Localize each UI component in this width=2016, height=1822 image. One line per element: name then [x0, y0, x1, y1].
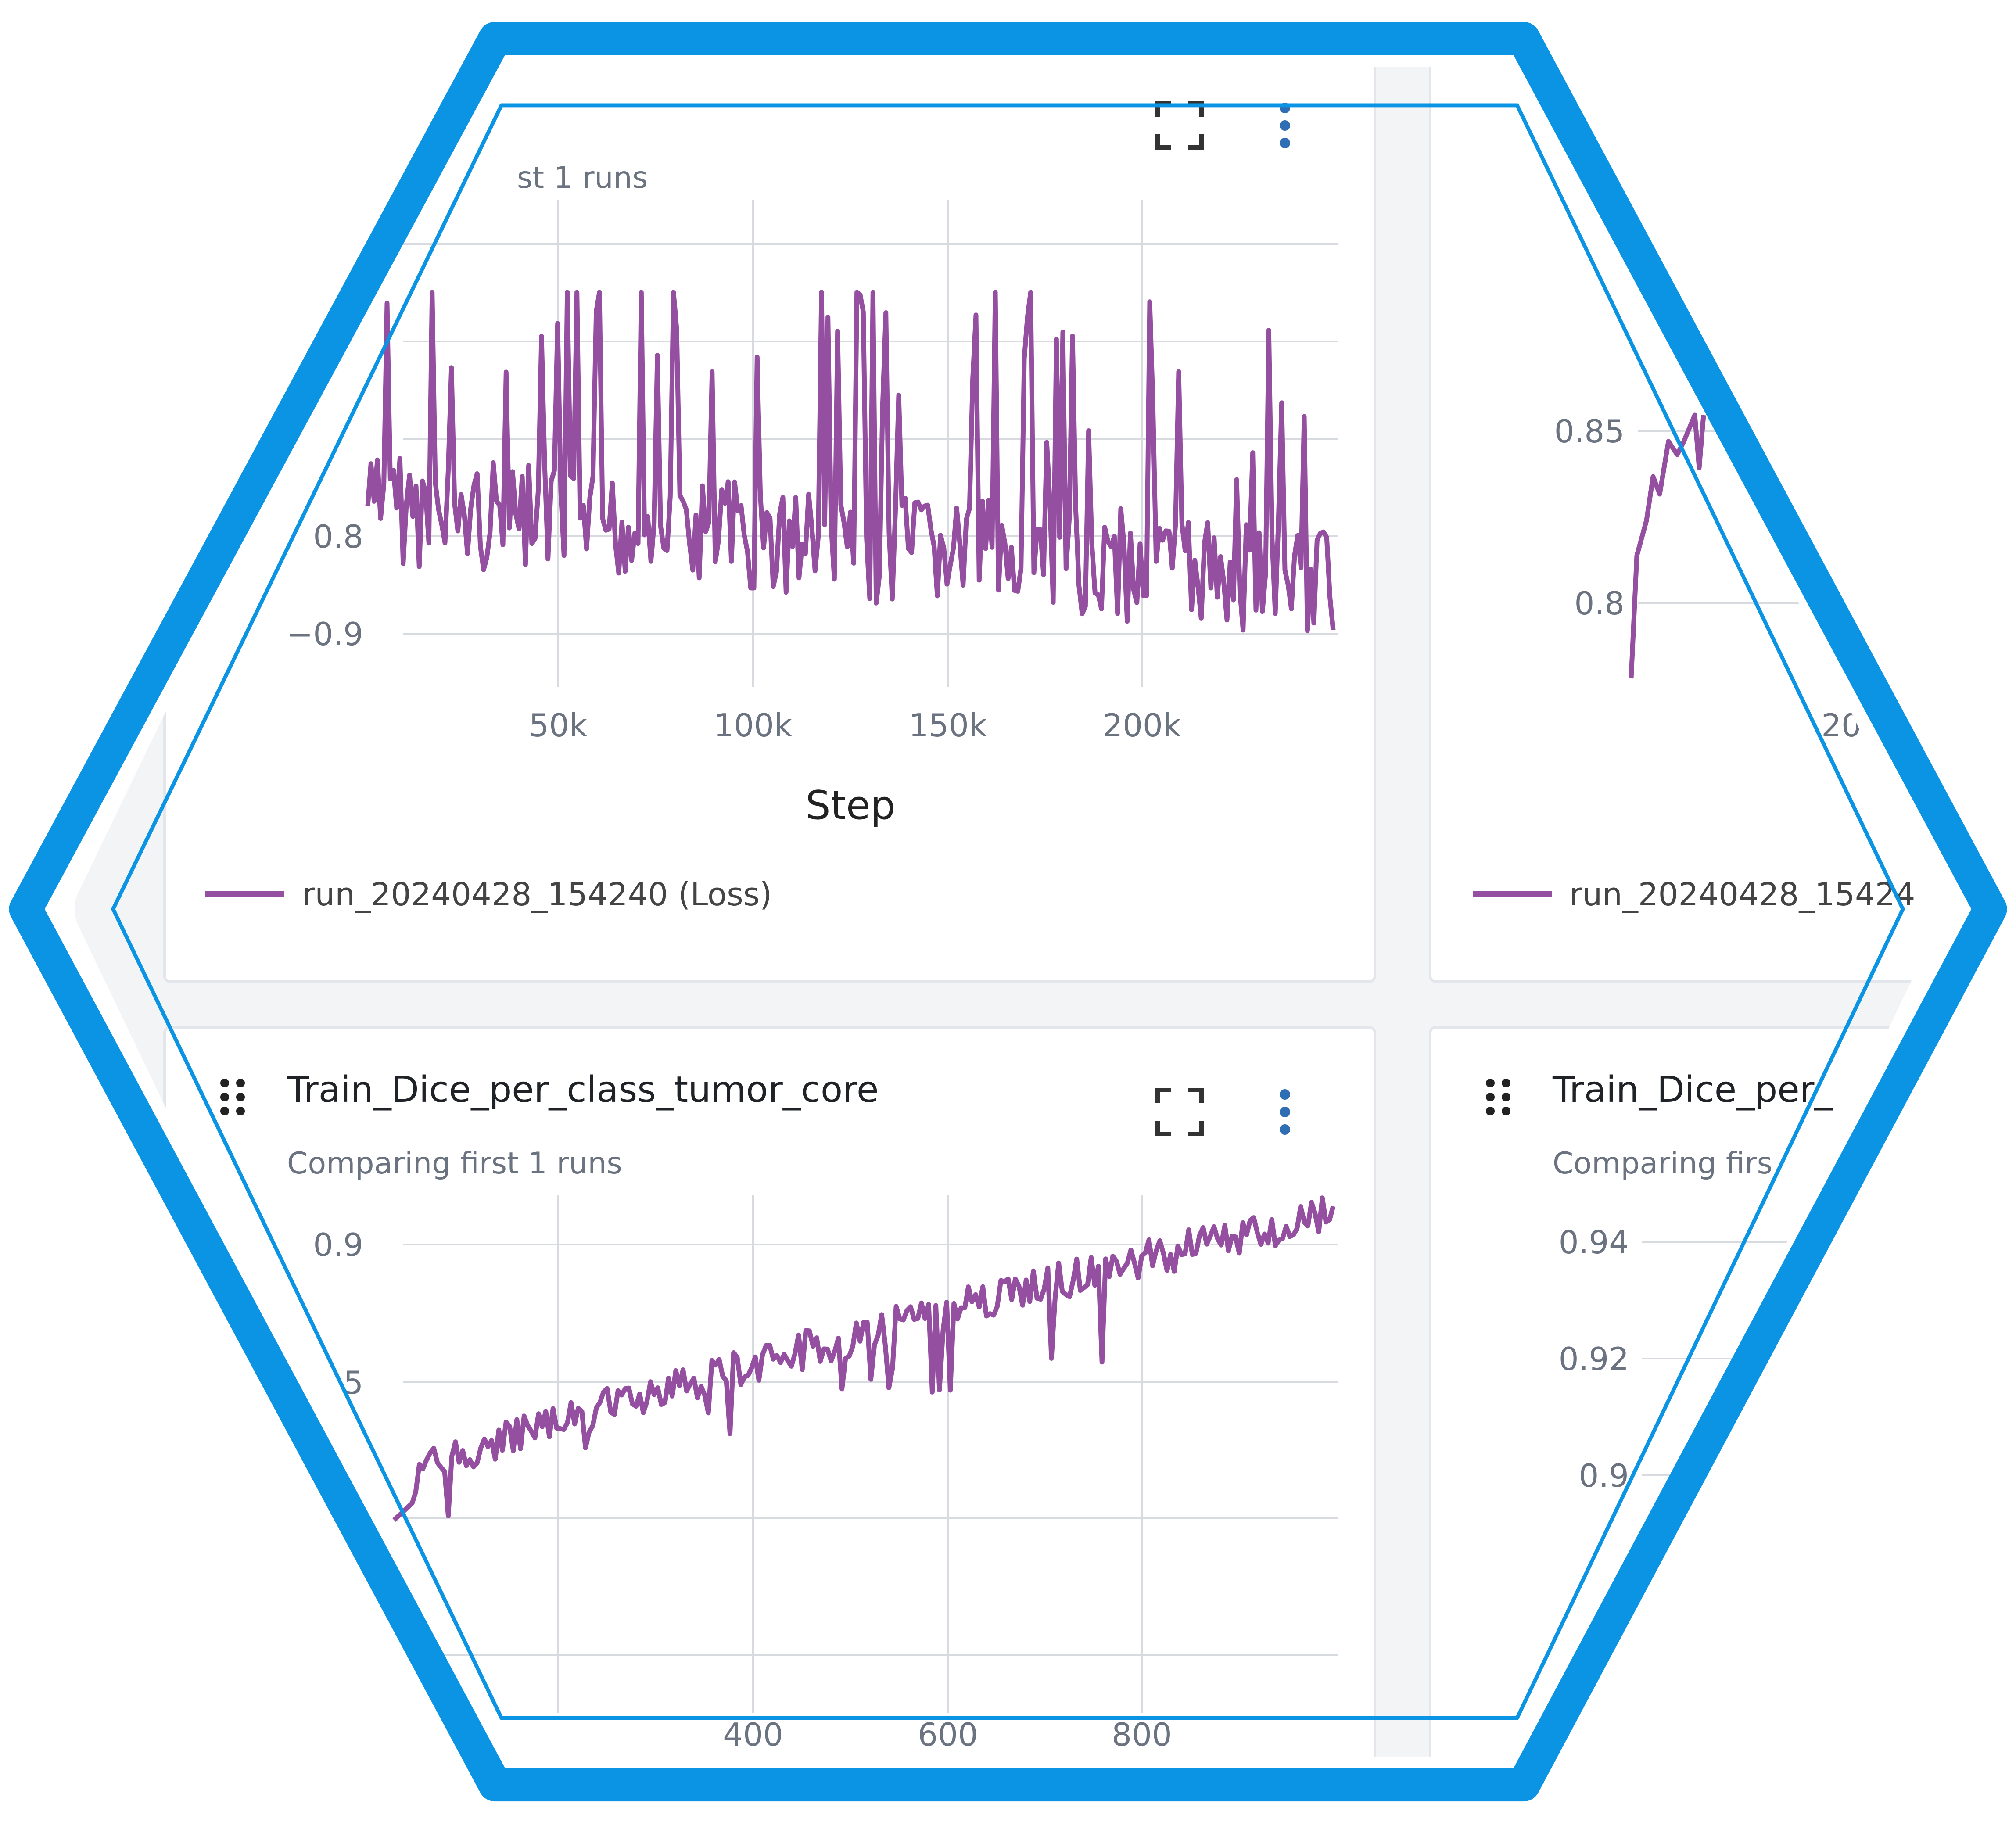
- y-axis-ticks: 0.95: [313, 1227, 363, 1401]
- x-axis-ticks: 50k 100k 150k 200k: [529, 707, 1181, 744]
- x-tick-label: 200k: [1102, 707, 1181, 744]
- legend-swatch: [205, 891, 284, 897]
- y-tick-label: 0.94: [1559, 1224, 1629, 1261]
- y-tick-label: 0.85: [1554, 413, 1625, 450]
- x-axis-title: Step: [806, 782, 896, 829]
- y-tick-label: 5: [343, 1364, 363, 1401]
- x-tick-label: 100k: [714, 707, 792, 744]
- x-tick-label: 150k: [908, 707, 987, 744]
- loss-chart: 50k 100k 150k 200k 0.8 −0.9 Step: [287, 200, 1338, 829]
- legend-label: run_20240428_154240 (Loss): [302, 876, 772, 913]
- series-line: [1629, 412, 1706, 679]
- legend-swatch: [1473, 891, 1552, 897]
- tumor-core-chart-panel: Train_Dice_per_class_tumor_core Comparin…: [163, 1026, 1376, 1822]
- y-axis-ticks: 0.94 0.92 0.9: [1559, 1224, 1629, 1494]
- y-tick-label: 0.9: [1578, 1457, 1629, 1494]
- x-axis-ticks: 400 600 800: [723, 1716, 1172, 1753]
- legend-label: run_20240428_15424: [1569, 876, 1916, 913]
- y-tick-label: 0.92: [1559, 1341, 1629, 1377]
- x-tick-label: 600: [918, 1716, 978, 1753]
- dice-chart: 0.94 0.92 0.9: [1559, 1224, 1997, 1494]
- y-tick-label: −0.9: [287, 616, 363, 653]
- y-axis-ticks: 0.85 0.8: [1554, 413, 1625, 622]
- metric-chart: 0.85 0.8 20: [1554, 200, 1997, 744]
- series-line: [392, 1195, 1336, 1522]
- metric-chart-panel: 0.85 0.8 20 run_20240428_15424: [1429, 26, 1999, 983]
- y-tick-label: 0.8: [313, 518, 363, 555]
- dice-chart-panel: Train_Dice_per_ Comparing firs 0.94 0.92 0…: [1429, 1026, 1999, 1822]
- chart-grid: [1642, 1241, 1997, 1476]
- chart-grid: [1638, 200, 1997, 687]
- loss-chart-panel: st 1 runs 50k 100k 150k 200k 0.8 −0.9 Step r…: [163, 26, 1376, 983]
- x-axis-ticks: 20: [1821, 707, 1862, 744]
- tumor-core-chart: 0.95 400 600 800: [313, 1195, 1338, 1753]
- y-tick-label: 0.8: [1574, 585, 1625, 622]
- y-axis-ticks: 0.8 −0.9: [287, 518, 363, 653]
- chart-grid: [403, 1195, 1338, 1713]
- y-tick-label: 0.9: [313, 1227, 363, 1263]
- x-tick-label: 20: [1821, 707, 1862, 744]
- series-line: [365, 290, 1336, 633]
- x-tick-label: 50k: [529, 707, 588, 744]
- x-tick-label: 400: [723, 1716, 783, 1753]
- legend-item[interactable]: run_20240428_154240 (Loss): [205, 876, 772, 913]
- x-tick-label: 800: [1112, 1716, 1172, 1753]
- legend-item[interactable]: run_20240428_15424: [1473, 876, 1915, 913]
